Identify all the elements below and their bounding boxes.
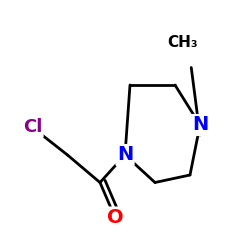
Text: N: N [192,116,208,134]
Text: Cl: Cl [23,118,42,136]
Text: N: N [117,146,133,165]
Text: CH₃: CH₃ [167,35,198,50]
Text: O: O [107,208,123,227]
